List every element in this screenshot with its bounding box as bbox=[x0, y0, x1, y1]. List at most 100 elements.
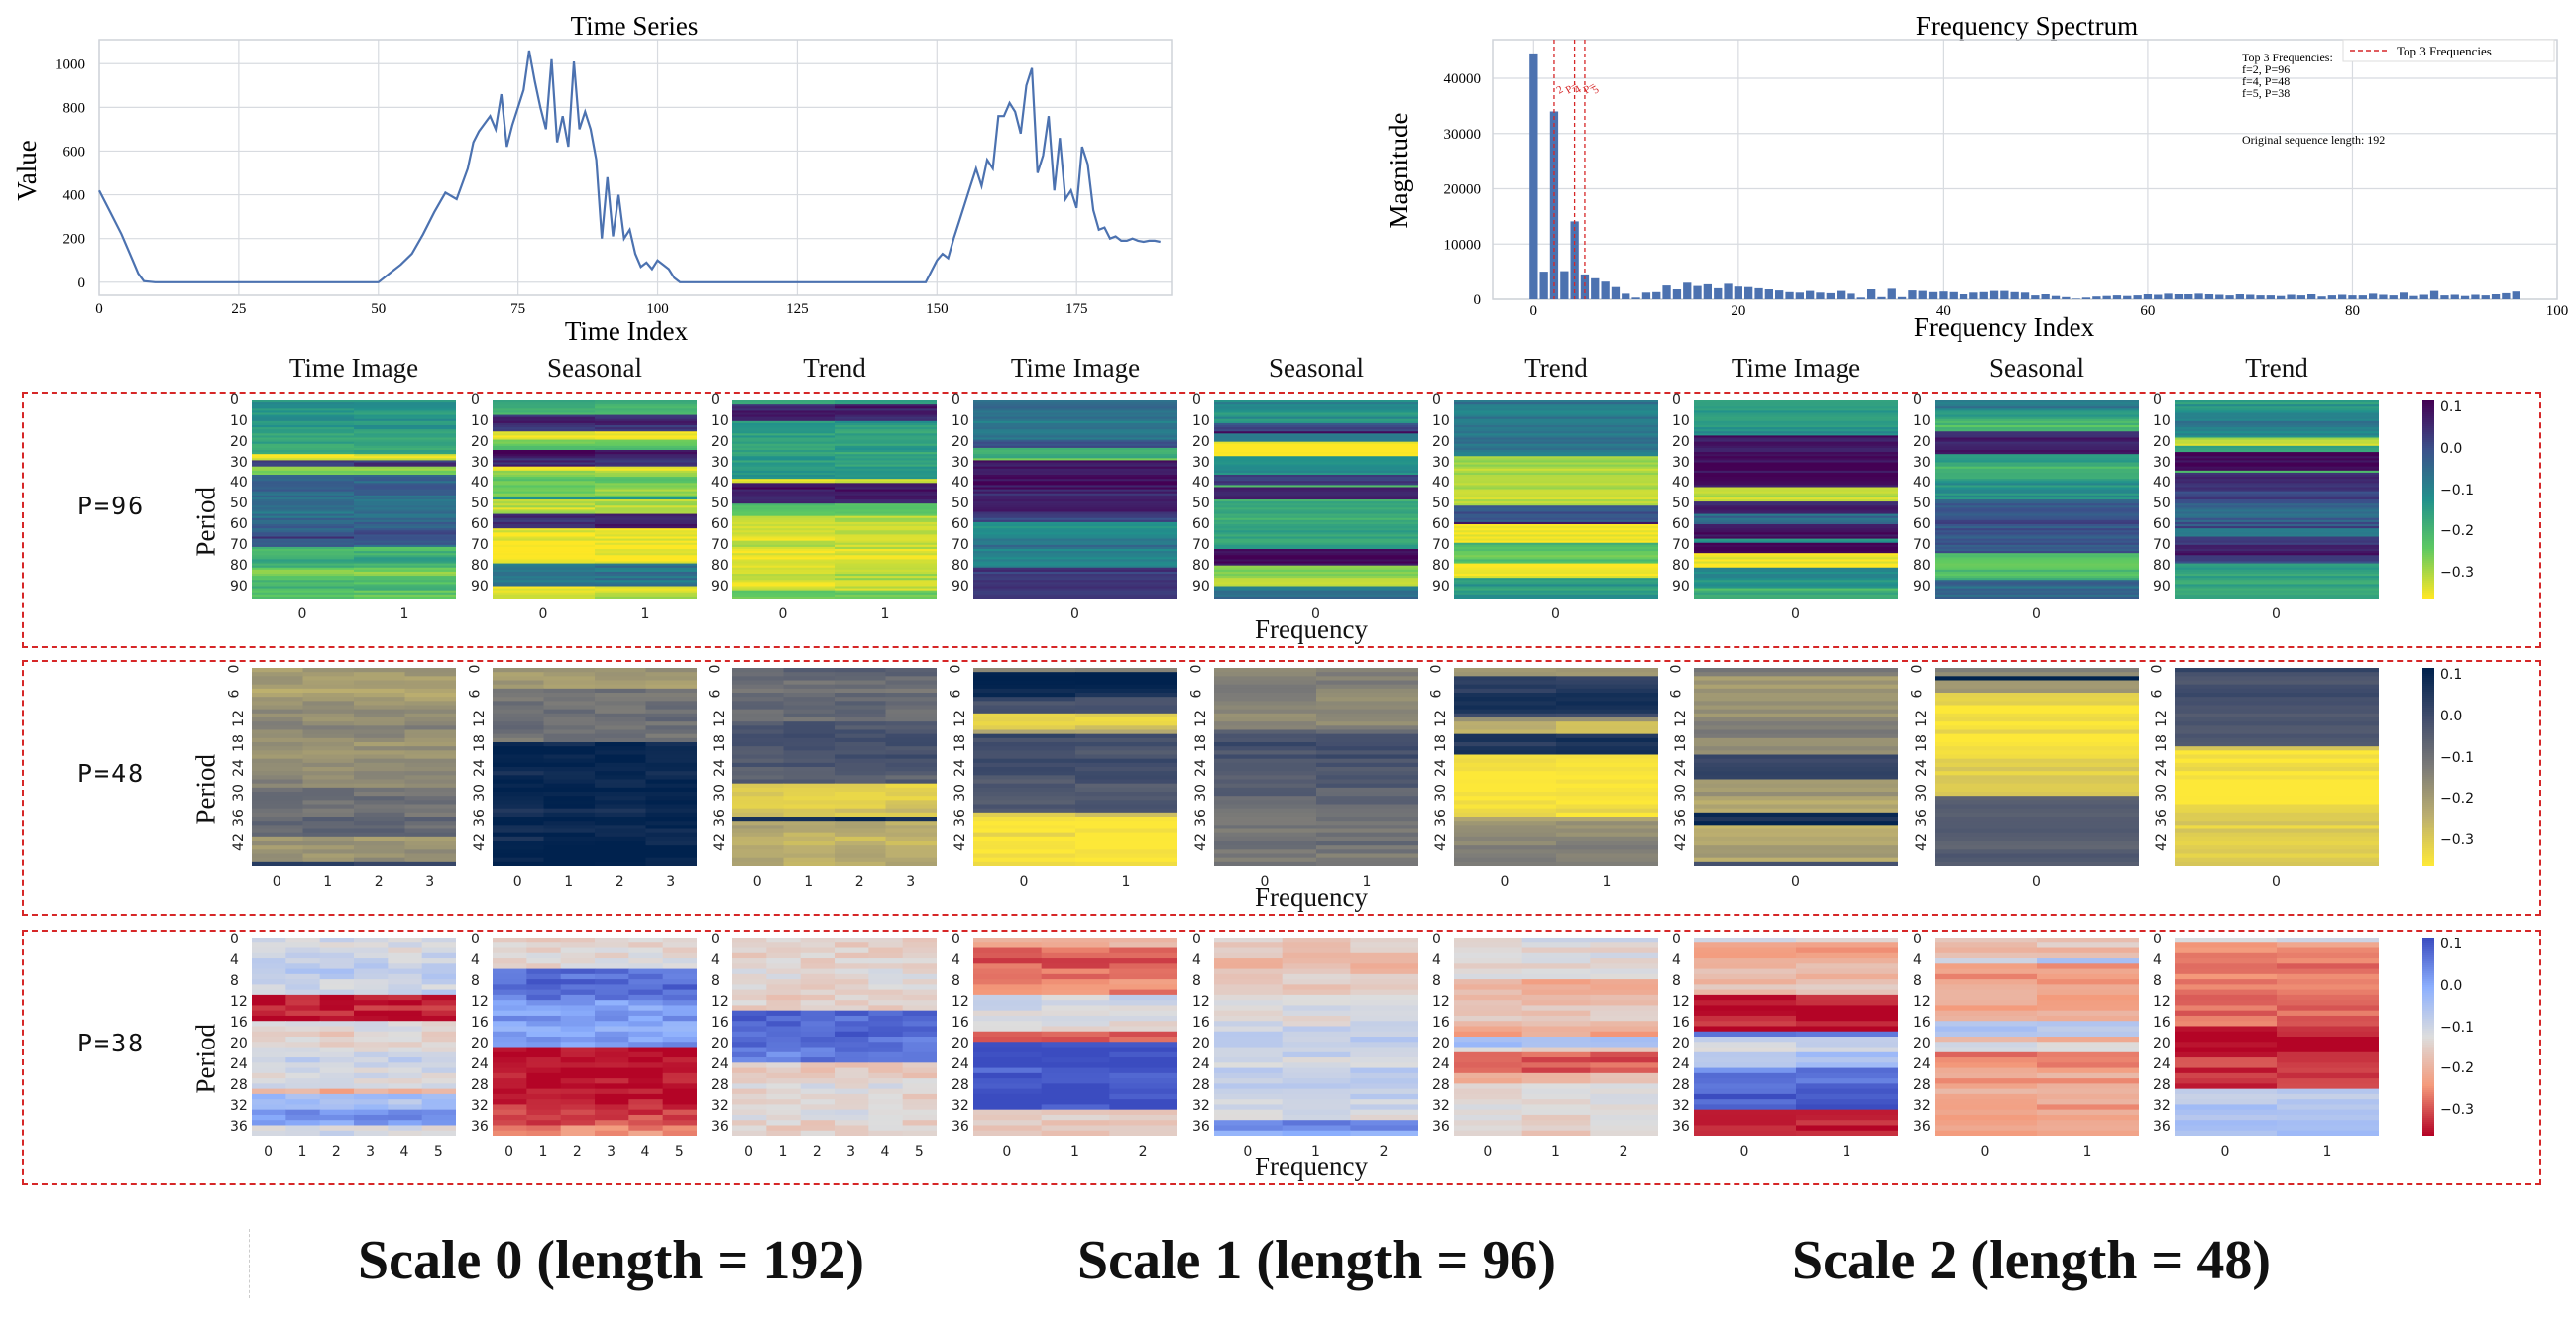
heatmap-cell bbox=[732, 576, 836, 579]
heatmap-cell bbox=[2175, 787, 2379, 793]
heatmap-cell bbox=[628, 1104, 664, 1111]
heatmap-cell bbox=[835, 561, 937, 565]
heatmap-cell bbox=[2175, 737, 2379, 743]
heatmap-cell bbox=[493, 553, 596, 556]
heatmap-cell bbox=[1454, 561, 1658, 565]
heatmap-cell bbox=[1935, 495, 2139, 498]
heatmap-cell bbox=[595, 425, 697, 428]
heatmap-cell bbox=[1590, 1072, 1658, 1079]
heatmap-cell bbox=[302, 684, 355, 690]
heatmap-cell bbox=[1935, 697, 2139, 702]
colorbar-segment bbox=[2422, 1084, 2434, 1087]
heatmap-cell bbox=[1454, 479, 1658, 482]
heatmap-cell bbox=[1935, 517, 2139, 521]
heatmap-cell bbox=[252, 1109, 286, 1116]
heatmap-cell bbox=[404, 857, 456, 863]
colorbar-segment bbox=[2422, 723, 2434, 726]
colorbar-segment bbox=[2422, 408, 2434, 411]
heatmap-cell bbox=[973, 688, 1076, 694]
heatmap-cell bbox=[835, 528, 937, 531]
heatmap-cell bbox=[354, 668, 406, 673]
heatmap-cell bbox=[595, 808, 647, 814]
heatmap-cell bbox=[493, 742, 545, 747]
spectrum-bar bbox=[2266, 295, 2275, 299]
heatmap-cell bbox=[973, 676, 1076, 682]
heatmap-cell bbox=[560, 1104, 596, 1111]
heatmap-cell bbox=[560, 958, 596, 964]
colorbar-segment bbox=[2422, 805, 2434, 808]
heatmap-cell bbox=[973, 1088, 1043, 1095]
info-line: f=2, P=96 bbox=[2242, 62, 2290, 76]
heatmap-cell bbox=[1521, 1021, 1591, 1028]
heatmap-cell bbox=[732, 721, 785, 726]
heatmap-cell bbox=[1521, 952, 1591, 959]
heatmap-cell bbox=[835, 472, 937, 476]
heatmap-cell bbox=[543, 680, 596, 686]
heatmap-cell bbox=[766, 1057, 802, 1063]
heatmap-cell bbox=[493, 454, 596, 457]
colorbar-segment bbox=[2422, 1054, 2434, 1057]
heatmap-cell bbox=[1694, 947, 1797, 954]
heatmap-cell bbox=[1454, 466, 1658, 470]
heatmap-cell bbox=[319, 952, 355, 959]
heatmap-cell bbox=[354, 821, 406, 826]
heatmap-cell bbox=[388, 1042, 423, 1048]
colorbar-segment bbox=[2422, 747, 2434, 750]
heatmap-cell bbox=[1935, 989, 2038, 996]
heatmap-cell bbox=[1935, 582, 2139, 586]
heatmap-cell bbox=[628, 973, 664, 980]
heatmap-cell bbox=[493, 571, 596, 575]
colorbar-segment bbox=[2422, 533, 2434, 536]
heatmap-cell bbox=[732, 668, 785, 673]
y-tick-label: 32 bbox=[1913, 1098, 1931, 1115]
heatmap-cell bbox=[252, 672, 304, 677]
heatmap-cell bbox=[595, 452, 697, 455]
heatmap-cell bbox=[1454, 406, 1658, 409]
spectrum-bar bbox=[2031, 295, 2040, 299]
heatmap-cell bbox=[2037, 968, 2139, 975]
heatmap-cell bbox=[732, 460, 836, 464]
heatmap-cell bbox=[388, 1021, 423, 1028]
heatmap-cell bbox=[1454, 551, 1658, 554]
heatmap-cell bbox=[835, 1037, 869, 1043]
heatmap-cell bbox=[1075, 758, 1177, 764]
heatmap-cell bbox=[973, 787, 1076, 793]
heatmap-cell bbox=[252, 441, 355, 445]
colorbar-segment bbox=[2422, 999, 2434, 1002]
colorbar-segment bbox=[2422, 1124, 2434, 1127]
heatmap-cell bbox=[645, 709, 697, 715]
heatmap-cell bbox=[1796, 1062, 1898, 1069]
heatmap-cell bbox=[1590, 1109, 1658, 1116]
heatmap-cell bbox=[1694, 546, 1898, 550]
heatmap-cell bbox=[252, 408, 355, 412]
heatmap-cell bbox=[354, 458, 456, 462]
heatmap-cell bbox=[252, 435, 355, 439]
heatmap-cell bbox=[1935, 762, 2139, 768]
heatmap-cell bbox=[732, 546, 836, 550]
heatmap-cell bbox=[973, 507, 1177, 511]
heatmap-cell bbox=[1556, 767, 1658, 772]
heatmap-cell bbox=[1556, 796, 1658, 801]
y-tick-label: 16 bbox=[1432, 1014, 1450, 1031]
heatmap-cell bbox=[835, 841, 887, 846]
heatmap-cell bbox=[1454, 429, 1658, 432]
heatmap-cell bbox=[835, 557, 937, 561]
heatmap-cell bbox=[2277, 1067, 2379, 1074]
heatmap-cell bbox=[2175, 462, 2379, 466]
spectrum-bar bbox=[1816, 292, 1825, 299]
heatmap-cell bbox=[1282, 1005, 1351, 1012]
heatmap-cell bbox=[766, 1047, 802, 1053]
heatmap-cell bbox=[973, 458, 1177, 462]
heatmap-cell bbox=[354, 832, 406, 838]
spectrum-bar bbox=[2235, 294, 2244, 299]
heatmap-panel bbox=[1935, 938, 2139, 1136]
heatmap-cell bbox=[1214, 567, 1418, 571]
heatmap-cell bbox=[252, 538, 355, 542]
heatmap-panel bbox=[252, 668, 456, 866]
heatmap-panel bbox=[252, 938, 456, 1136]
heatmap-cell bbox=[835, 447, 937, 451]
heatmap-cell bbox=[835, 412, 937, 416]
heatmap-cell bbox=[2037, 979, 2139, 985]
heatmap-cell bbox=[766, 952, 802, 959]
heatmap-cell bbox=[1454, 684, 1557, 690]
